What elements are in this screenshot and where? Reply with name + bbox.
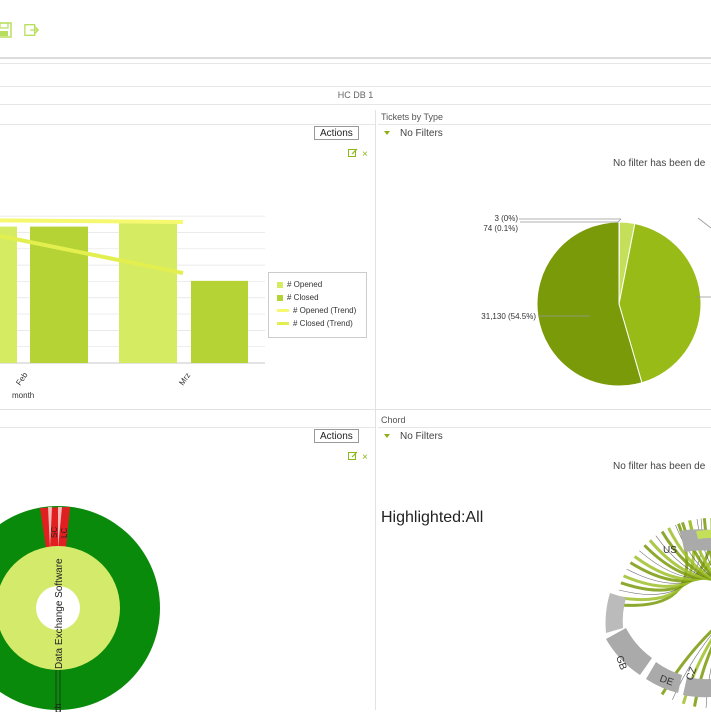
trend-line-closed[interactable] (0, 233, 184, 276)
panel-divider-vertical (375, 110, 376, 710)
legend-item-closed[interactable]: # Closed (277, 292, 319, 303)
chord-arc[interactable] (696, 529, 711, 539)
chord-arc-gb[interactable] (606, 628, 652, 675)
sunburst-label: LC (60, 528, 69, 538)
sunburst-label: SC (50, 527, 59, 538)
panel-chord: Chord No Filters No filter has been de H… (378, 413, 711, 712)
x-tick-label: Feb (14, 370, 30, 387)
bar-opened[interactable] (0, 226, 17, 363)
panel-header-rule (378, 124, 711, 125)
pie-leader-line (520, 218, 622, 223)
tab-strip (0, 63, 711, 87)
sunburst-label: ch (53, 703, 63, 712)
panel-title: Tickets by Type (381, 112, 444, 122)
trend-line-opened[interactable] (0, 218, 184, 224)
legend-item-closed-trend[interactable]: # Closed (Trend) (277, 318, 353, 329)
expand-triangle-icon (384, 131, 390, 136)
sunburst-inner-label: Data Exchange Software (54, 558, 65, 669)
chord-ribbon[interactable] (655, 535, 711, 582)
panel-sunburst: Actions × Data Exchange Software ch SC L… (0, 413, 375, 712)
filter-toggle[interactable]: No Filters (384, 128, 443, 140)
actions-button[interactable]: Actions (314, 429, 359, 443)
chord-arc[interactable] (605, 593, 626, 633)
chart-legend: # Opened # Closed # Opened (Trend) # Clo… (268, 272, 367, 338)
panel-divider-horizontal (0, 409, 711, 410)
panel-header-rule (378, 427, 711, 428)
panel-header-rule (0, 124, 375, 125)
pie-slice[interactable] (618, 222, 702, 384)
expand-triangle-icon (384, 434, 390, 439)
filter-toggle[interactable]: No Filters (384, 431, 443, 443)
sunburst-chart: Data Exchange Software ch SC LC (0, 506, 160, 712)
pie-leader-line (697, 217, 711, 229)
pie-label: 74 (0.1%) (483, 224, 518, 233)
edit-icon[interactable] (348, 451, 358, 461)
highlighted-status: Highlighted:All (381, 509, 484, 526)
export-icon[interactable] (24, 22, 40, 38)
chord-ribbon[interactable] (672, 564, 711, 700)
chord-ribbon[interactable] (648, 539, 711, 581)
toolbar-divider (0, 57, 711, 59)
x-tick-label: Mrz (177, 371, 192, 387)
sunburst-divider (48, 507, 52, 548)
dashboard-title: HC DB 1 (0, 86, 711, 105)
pie-slice[interactable] (536, 221, 643, 387)
sunburst-divider (58, 507, 62, 548)
actions-button[interactable]: Actions (314, 126, 359, 140)
legend-item-opened[interactable]: # Opened (277, 279, 322, 290)
no-filter-message: No filter has been de (613, 461, 706, 472)
legend-item-opened-trend[interactable]: # Opened (Trend) (277, 305, 356, 316)
sunburst-center (36, 586, 80, 630)
panel-tickets-by-type: Tickets by Type No Filters No filter has… (378, 110, 711, 408)
no-filter-message: No filter has been de (613, 158, 706, 169)
x-axis-label: month (12, 391, 35, 400)
chord-ribbon[interactable] (667, 527, 711, 590)
panel-tickets-by-month: Actions × Feb Mrz month # Opened # Closed… (0, 110, 375, 408)
chord-diagram: US GB DE CZ (605, 517, 711, 708)
chord-label: CZ (684, 666, 699, 682)
bar-chart: Feb Mrz (0, 215, 265, 387)
pie-label: 3 (0%) (494, 214, 518, 223)
bar-closed[interactable] (191, 280, 248, 363)
pie-label: 31,130 (54.5%) (481, 312, 536, 321)
chord-label: GB (613, 654, 628, 672)
chord-ribbon[interactable] (660, 530, 711, 586)
save-icon[interactable] (0, 22, 12, 38)
sunburst-red-segment[interactable] (40, 507, 70, 548)
chord-arc-de[interactable] (646, 662, 682, 693)
toolbar (0, 0, 711, 58)
close-icon[interactable]: × (362, 149, 368, 160)
panel-header-rule (0, 427, 375, 428)
edit-icon[interactable] (348, 148, 358, 158)
panel-title: Chord (381, 415, 406, 425)
bar-opened[interactable] (119, 221, 177, 363)
chord-label: DE (658, 673, 675, 688)
close-icon[interactable]: × (362, 452, 368, 463)
chord-arc-cz[interactable] (683, 677, 711, 698)
pie-chart: 3 (0%) 74 (0.1%) 31,130 (54.5%) (481, 214, 711, 387)
chord-label: US (663, 545, 677, 556)
